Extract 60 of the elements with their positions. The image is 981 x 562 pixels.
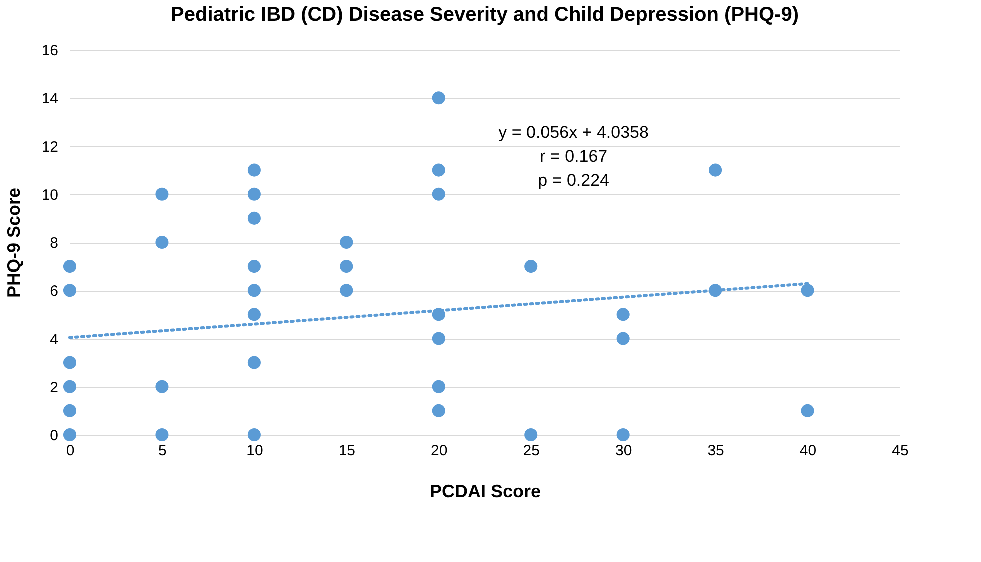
y-tick-label: 10 bbox=[42, 186, 58, 204]
x-tick-label: 45 bbox=[892, 442, 909, 460]
point bbox=[432, 404, 446, 418]
x-tick-label: 30 bbox=[615, 442, 632, 460]
point bbox=[248, 260, 261, 274]
point bbox=[63, 356, 77, 370]
y-tick-label: 14 bbox=[42, 90, 58, 108]
chart-title: Pediatric IBD (CD) Disease Severity and Child Depression (PHQ-9) bbox=[171, 4, 799, 26]
point bbox=[524, 260, 538, 274]
y-tick-label: 16 bbox=[42, 42, 58, 60]
x-tick-label: 15 bbox=[338, 442, 356, 460]
point bbox=[63, 380, 77, 394]
point bbox=[432, 188, 446, 201]
x-tick-label: 10 bbox=[246, 442, 264, 460]
point bbox=[156, 380, 169, 394]
x-tick-label: 20 bbox=[431, 442, 448, 460]
point bbox=[248, 212, 261, 225]
x-tick-label: 25 bbox=[523, 442, 540, 460]
annotation: r = 0.167 bbox=[540, 146, 608, 166]
y-axis-title: PHQ-9 Score bbox=[4, 188, 24, 298]
point bbox=[248, 356, 261, 370]
point bbox=[709, 164, 722, 177]
x-tick-label: 5 bbox=[158, 442, 167, 460]
point bbox=[801, 284, 814, 298]
point bbox=[432, 380, 446, 394]
y-tick-label: 8 bbox=[50, 235, 58, 252]
point bbox=[616, 332, 630, 346]
x-tick-label: 0 bbox=[66, 442, 75, 460]
y-tick-label: 2 bbox=[50, 379, 58, 396]
point bbox=[432, 164, 446, 177]
annotation: y = 0.056x + 4.0358 bbox=[498, 122, 649, 142]
point bbox=[63, 428, 77, 442]
point bbox=[616, 428, 630, 442]
point bbox=[432, 332, 446, 346]
point bbox=[248, 284, 261, 298]
point bbox=[340, 236, 354, 250]
point bbox=[156, 236, 169, 250]
y-tick-label: 0 bbox=[50, 428, 58, 444]
point bbox=[616, 308, 630, 322]
point bbox=[248, 428, 261, 442]
point bbox=[248, 308, 261, 322]
x-axis-title: PCDAI Score bbox=[430, 482, 542, 502]
point bbox=[248, 188, 261, 201]
point bbox=[63, 284, 77, 298]
point bbox=[63, 260, 77, 274]
point bbox=[248, 164, 261, 177]
point bbox=[801, 404, 814, 418]
y-tick-label: 6 bbox=[50, 283, 58, 300]
point bbox=[524, 428, 538, 442]
x-tick-label: 35 bbox=[708, 442, 724, 460]
annotation: p = 0.224 bbox=[538, 170, 610, 190]
point bbox=[156, 428, 169, 442]
point bbox=[156, 188, 169, 201]
x-tick-label: 40 bbox=[800, 442, 817, 460]
y-tick-label: 12 bbox=[42, 138, 58, 156]
y-tick-label: 4 bbox=[50, 331, 58, 348]
point bbox=[63, 404, 77, 418]
point bbox=[340, 260, 354, 274]
point bbox=[432, 92, 446, 105]
point bbox=[340, 284, 354, 298]
